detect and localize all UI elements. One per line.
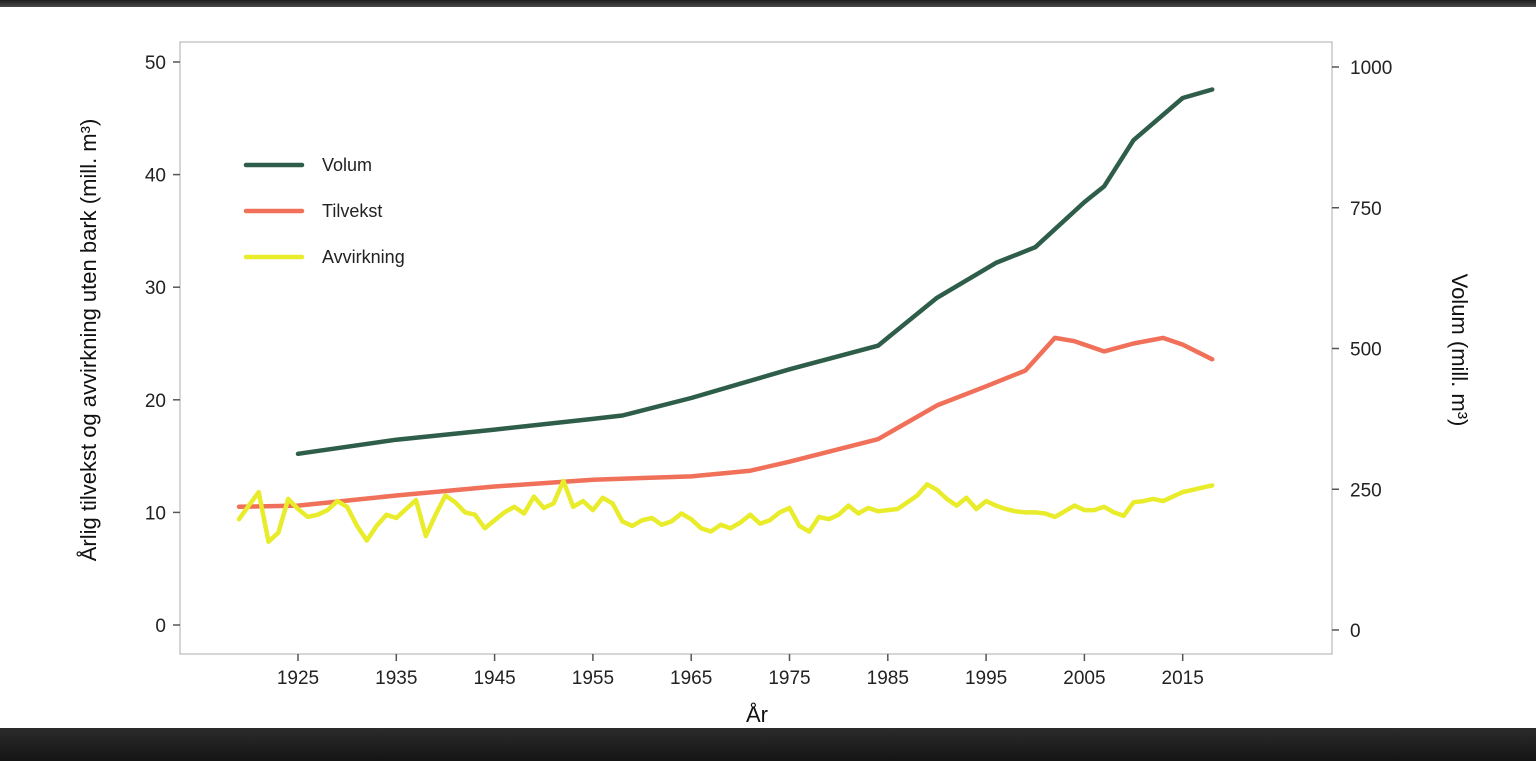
right-axis-ticks: 0 250 500 750 1000 (1332, 58, 1392, 642)
y-left-tick-label: 30 (145, 278, 166, 299)
y-axis-left-title: Årlig tilvekst og avvirkning uten bark (… (76, 119, 101, 562)
x-tick-label: 1965 (670, 668, 712, 689)
left-axis-ticks: 0 10 20 30 40 50 (145, 53, 180, 637)
y-left-tick-label: 40 (145, 166, 166, 187)
y-right-tick-label: 0 (1350, 621, 1361, 642)
bottom-frame-bar (0, 728, 1536, 761)
x-tick-label: 1995 (965, 668, 1007, 689)
legend-label: Tilvekst (322, 201, 382, 221)
plot-area (179, 41, 1333, 655)
series-line-volum (295, 87, 1215, 457)
y-right-tick-label: 500 (1350, 340, 1382, 361)
x-tick-label: 1975 (768, 668, 810, 689)
legend: Volum Tilvekst Avvirkning (243, 155, 405, 267)
x-tick-label: 1945 (473, 668, 515, 689)
y-axis-right-title: Volum (mill. m³) (1447, 274, 1472, 427)
legend-label: Volum (322, 155, 372, 175)
x-axis-title: År (746, 702, 768, 727)
x-tick-label: 1955 (572, 668, 614, 689)
legend-label: Avvirkning (322, 247, 405, 267)
x-tick-label: 2015 (1162, 668, 1204, 689)
x-axis-ticks: 1925 1935 1945 1955 1965 1975 1985 1995 2005 2015 (277, 654, 1204, 689)
series-layer (236, 87, 1215, 544)
y-right-tick-label: 750 (1350, 199, 1382, 220)
top-frame-bar (0, 0, 1536, 7)
x-tick-label: 1985 (867, 668, 909, 689)
series-line-avvirkning (236, 478, 1215, 544)
x-tick-label: 2005 (1063, 668, 1105, 689)
y-right-tick-label: 1000 (1350, 58, 1392, 79)
x-tick-label: 1935 (375, 668, 417, 689)
y-left-tick-label: 10 (145, 503, 166, 524)
y-left-tick-label: 20 (145, 391, 166, 412)
series-line-tilvekst (236, 335, 1215, 510)
y-left-tick-label: 50 (145, 53, 166, 74)
y-left-tick-label: 0 (155, 616, 166, 637)
x-tick-label: 1925 (277, 668, 319, 689)
y-right-tick-label: 250 (1350, 480, 1382, 501)
